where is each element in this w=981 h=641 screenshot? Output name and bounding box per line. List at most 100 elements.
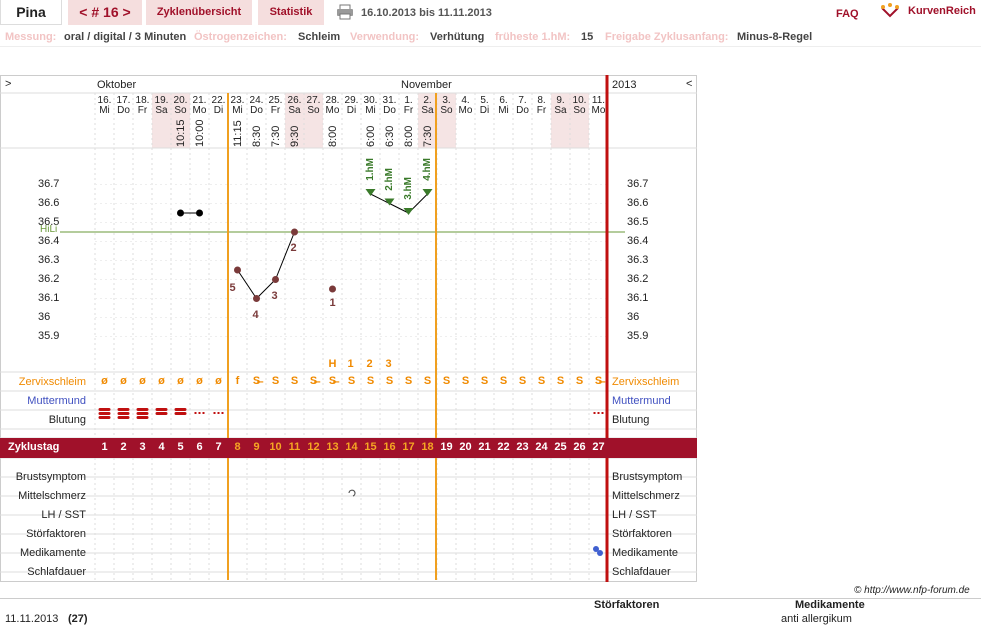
tab-zyklenuebersicht[interactable]: Zyklenübersicht (146, 0, 252, 25)
day-date: 18. (135, 95, 150, 106)
cycle-day: 13 (326, 441, 339, 453)
temp-tick-right: 36.3 (627, 253, 649, 266)
row-label-breast: Brustsymptom (15, 471, 86, 483)
nav-prev[interactable]: > (5, 78, 12, 90)
temp-tick-left: 36 (38, 310, 51, 323)
cycle-day: 15 (364, 441, 377, 453)
print-icon[interactable] (336, 4, 354, 20)
info-label: Freigabe Zyklusanfang: (605, 31, 729, 43)
hili-label: HiLi (40, 224, 58, 235)
day-weekday: Mo (192, 105, 207, 116)
cycle-day: 17 (402, 441, 415, 453)
peak-label: 2 (366, 358, 373, 370)
day-weekday: Do (516, 105, 529, 116)
cycle-chart: 36.7 36.7 36.6 36.6 36.5 36.5 36.4 36.4 36.3 36.3… (0, 75, 697, 582)
temp-tick-left: 36.6 (38, 196, 60, 209)
temp-tick-left: 36.2 (38, 272, 60, 285)
temp-point (329, 285, 336, 293)
tab-statistik[interactable]: Statistik (258, 0, 324, 25)
col-medikamente: Medikamente (795, 599, 865, 611)
day-date: 31. (382, 95, 397, 106)
cycle-day: 3 (139, 441, 146, 453)
cycle-day: 10 (269, 441, 282, 453)
brand-name: KurvenReich (908, 5, 976, 17)
peak-label: 3 (385, 358, 392, 370)
row-label-right-mucus: Zervixschleim (612, 376, 680, 388)
day-date: 9. (556, 95, 565, 106)
cycle-nav[interactable]: < # 16 > (68, 0, 142, 25)
row-label-medi: Medikamente (19, 547, 86, 559)
footer-count: (27) (68, 613, 88, 625)
temp-tick-right: 36.4 (627, 234, 649, 247)
year-label: 2013 (612, 79, 637, 91)
mucus-symbol: S̶ (252, 375, 261, 387)
cycle-day: 4 (158, 441, 165, 453)
info-value: oral / digital / 3 Minuten (64, 31, 187, 43)
day-time: 7:30 (422, 125, 434, 147)
cycle-day: 18 (421, 441, 434, 453)
mucus-symbol: ø (158, 375, 165, 387)
day-time: 8:30 (251, 125, 263, 147)
kurvenreich-logo-icon (881, 3, 899, 18)
mittelschmerz-icon (348, 489, 356, 497)
day-date: 27. (306, 95, 321, 106)
mucus-symbol: S (480, 375, 489, 387)
mucus-symbol: ø (120, 375, 127, 387)
temp-tick-right: 36.5 (627, 215, 649, 228)
info-value: Verhütung (430, 31, 485, 43)
temp-tick-left: 36.4 (38, 234, 60, 247)
day-time: 9:30 (289, 125, 301, 147)
cycle-day: 12 (307, 441, 320, 453)
day-date: 2. (423, 95, 432, 106)
cycle-day: 19 (440, 441, 453, 453)
day-weekday: So (573, 105, 586, 116)
count-label: 3 (271, 289, 278, 302)
row-label-right-stoer: Störfaktoren (612, 528, 672, 540)
faq-link[interactable]: FAQ (836, 8, 859, 20)
day-weekday: Di (479, 105, 490, 116)
bleeding-dots (213, 412, 216, 414)
temp-tick-right: 36.7 (627, 177, 649, 190)
mucus-symbol: f (235, 375, 240, 387)
bleeding-mark (98, 416, 111, 419)
day-date: 24. (249, 95, 264, 106)
day-date: 10. (572, 95, 587, 106)
info-label: Messung: (5, 31, 57, 43)
info-label: früheste 1.hM: (495, 31, 571, 43)
day-weekday: So (307, 105, 320, 116)
day-date: 19. (154, 95, 169, 106)
nav-next[interactable]: < (686, 78, 693, 90)
mucus-symbol: S (575, 375, 584, 387)
day-weekday: Sa (155, 105, 168, 116)
hm-label: 2.hM (383, 167, 395, 191)
bleeding-mark (98, 412, 111, 415)
temp-tick-left: 36.5 (38, 215, 60, 228)
day-weekday: So (174, 105, 187, 116)
temp-tick-right: 35.9 (627, 329, 649, 342)
mucus-symbol: S (499, 375, 508, 387)
info-value: 15 (581, 31, 594, 43)
info-label: Verwendung: (350, 31, 420, 43)
bleeding-mark (98, 408, 111, 411)
day-time: 6:00 (365, 125, 377, 147)
day-weekday: Mo (458, 105, 473, 116)
mucus-symbol: S (404, 375, 413, 387)
cycle-day: 20 (459, 441, 472, 453)
row-label-mittel: Mittelschmerz (18, 490, 86, 502)
count-label: 2 (290, 242, 297, 254)
mucus-symbol: S (556, 375, 565, 387)
settings-info-bar: Messung: oral / digital / 3 Minuten Östrog… (0, 25, 981, 47)
mucus-symbol: S (442, 375, 451, 387)
day-date: 7. (518, 95, 527, 106)
temp-tick-left: 35.9 (38, 329, 60, 342)
hm-label: 1.hM (364, 158, 376, 181)
temp-tick-left: 36.7 (38, 177, 60, 190)
row-label-cervix: Muttermund (27, 395, 86, 407)
bleeding-mark (136, 408, 149, 411)
day-weekday: Mi (232, 105, 243, 116)
temp-point-hm (422, 189, 433, 196)
bleeding-mark (155, 412, 168, 415)
bleeding-mark (155, 408, 168, 411)
temp-point (234, 266, 241, 274)
mucus-symbol: ø (177, 375, 184, 387)
